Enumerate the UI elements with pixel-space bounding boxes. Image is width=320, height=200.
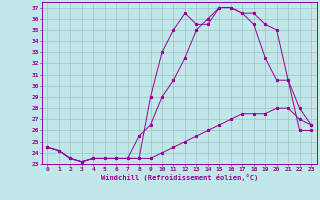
X-axis label: Windchill (Refroidissement éolien,°C): Windchill (Refroidissement éolien,°C): [100, 174, 258, 181]
